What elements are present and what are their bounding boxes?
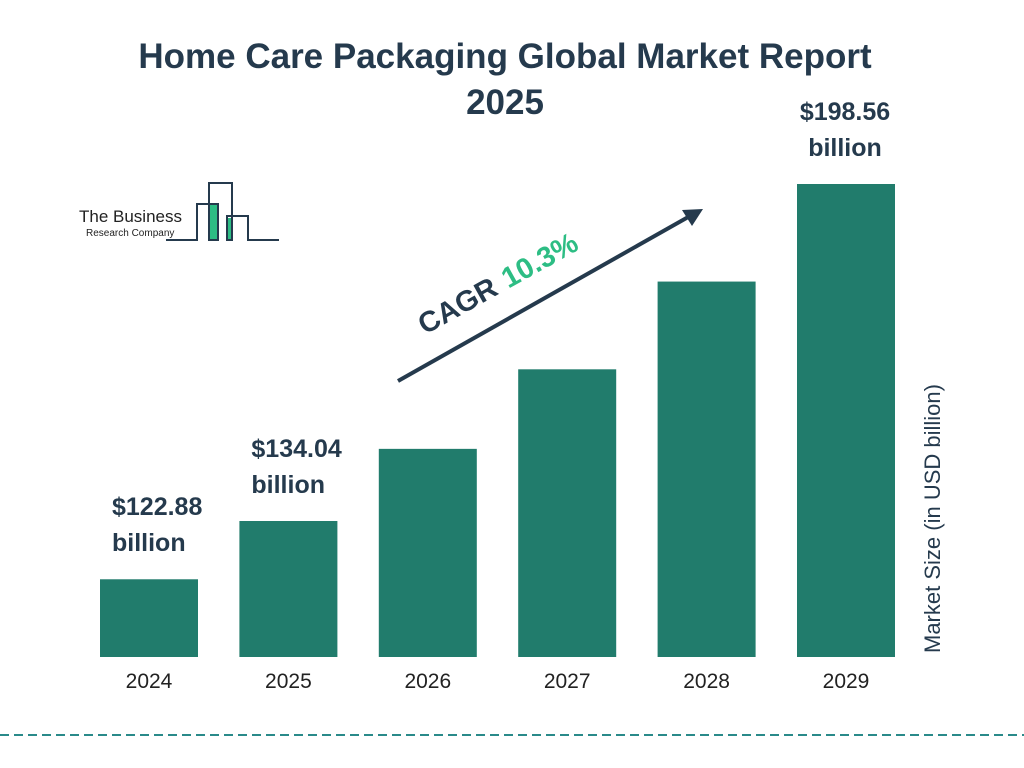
logo-bar bbox=[209, 204, 218, 240]
bar-2029 bbox=[797, 184, 895, 657]
x-tick-label: 2028 bbox=[683, 670, 730, 693]
cagr-arrow bbox=[397, 209, 703, 383]
title-line-1: Home Care Packaging Global Market Report bbox=[138, 37, 872, 76]
x-tick-label: 2029 bbox=[823, 670, 870, 693]
x-tick-label: 2026 bbox=[404, 670, 451, 693]
logo-text-2: Research Company bbox=[86, 228, 174, 239]
data-label: $198.56 billion bbox=[775, 94, 915, 166]
data-label-value: $122.88 bbox=[112, 493, 203, 522]
chart-title: Home Care Packaging Global Market Report… bbox=[0, 34, 1010, 126]
logo-text-1: The Business bbox=[79, 207, 182, 226]
bar-2026 bbox=[378, 448, 477, 657]
data-label-unit: billion bbox=[112, 529, 186, 558]
x-tick-label: 2025 bbox=[265, 670, 312, 693]
data-label-unit: billion bbox=[251, 470, 325, 499]
logo-skyline bbox=[166, 182, 279, 241]
data-label: $134.04 billion bbox=[251, 431, 341, 503]
bar-2028 bbox=[657, 281, 756, 657]
data-label-value: $198.56 bbox=[799, 98, 891, 126]
data-label-unit: billion bbox=[808, 134, 882, 162]
company-logo: The Business Research Company bbox=[79, 182, 279, 241]
bar-2025 bbox=[239, 520, 338, 657]
data-label-value: $134.04 bbox=[251, 434, 342, 463]
bar-2024 bbox=[100, 579, 198, 657]
x-tick-label: 2024 bbox=[126, 670, 173, 693]
x-tick-label: 2027 bbox=[544, 670, 591, 693]
y-axis-label: Market Size (in USD billion) bbox=[920, 384, 945, 653]
logo-bar bbox=[227, 218, 232, 240]
title-line-2: 2025 bbox=[466, 83, 544, 122]
data-label: $122.88 billion bbox=[112, 489, 202, 561]
bar-2027 bbox=[518, 369, 617, 657]
